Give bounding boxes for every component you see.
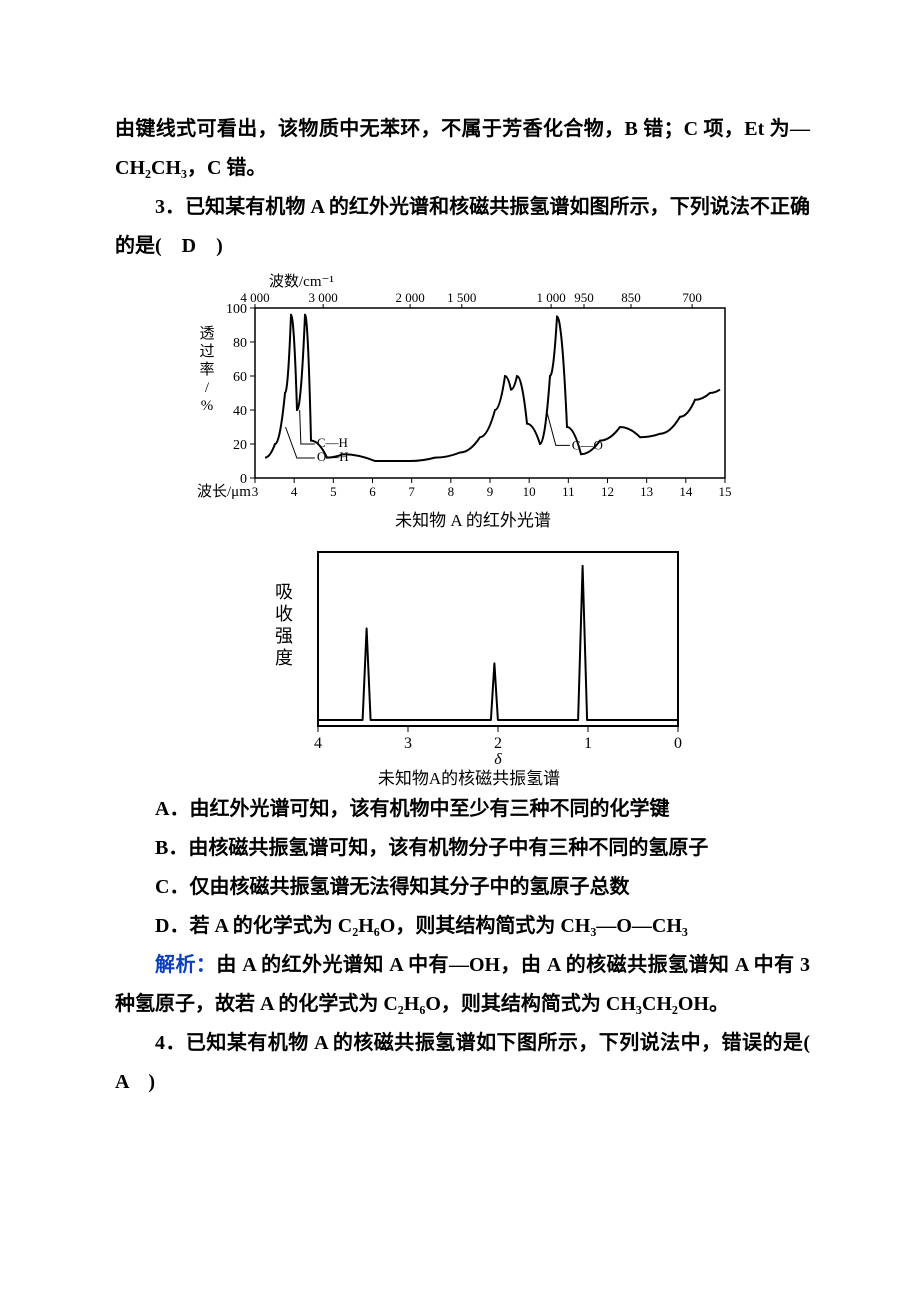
svg-text:1 500: 1 500 xyxy=(447,290,476,305)
svg-text:700: 700 xyxy=(682,290,702,305)
svg-text:过: 过 xyxy=(199,343,214,360)
svg-text:8: 8 xyxy=(447,484,454,499)
ir-spectrum-svg: 020406080100波数/cm⁻¹4 0003 0002 0001 5001… xyxy=(183,272,743,532)
svg-text:/: / xyxy=(204,380,209,396)
svg-text:14: 14 xyxy=(679,484,693,499)
svg-text:2 000: 2 000 xyxy=(395,290,424,305)
svg-text:1 000: 1 000 xyxy=(536,290,565,305)
q3-option-c: C．仅由核磁共振氢谱无法得知其分子中的氢原子总数 xyxy=(115,868,810,907)
q4-number: 4． xyxy=(155,1032,186,1054)
svg-text:40: 40 xyxy=(233,404,247,419)
q3-stem: 3．已知某有机物 A 的红外光谱和核磁共振氢谱如图所示，下列说法不正确的是( D… xyxy=(115,188,810,266)
svg-text:5: 5 xyxy=(330,484,337,499)
ir-spectrum-figure: 020406080100波数/cm⁻¹4 0003 0002 0001 5001… xyxy=(115,272,810,532)
svg-text:未知物 A 的红外光谱: 未知物 A 的红外光谱 xyxy=(395,511,551,530)
svg-text:4: 4 xyxy=(290,484,297,499)
svg-text:3 000: 3 000 xyxy=(308,290,337,305)
svg-text:13: 13 xyxy=(640,484,653,499)
svg-text:9: 9 xyxy=(486,484,493,499)
q3-number: 3． xyxy=(155,196,185,218)
svg-text:4: 4 xyxy=(314,735,322,752)
svg-text:0: 0 xyxy=(674,735,682,752)
explain-text: 由 A 的红外光谱知 A 中有—OH，由 A 的核磁共振氢谱知 A 中有 3 种… xyxy=(115,954,810,1015)
svg-text:C—H: C—H xyxy=(316,435,347,450)
nmr-spectrum-svg: 吸收强度 4 3 2 1 0 δ未知物A的核磁共振氢谱 xyxy=(228,538,698,788)
q3-explanation: 解析：由 A 的红外光谱知 A 中有—OH，由 A 的核磁共振氢谱知 A 中有 … xyxy=(115,946,810,1024)
svg-text:4 000: 4 000 xyxy=(240,290,269,305)
svg-text:6: 6 xyxy=(369,484,376,499)
explain-label: 解析： xyxy=(155,954,216,976)
svg-text:%: % xyxy=(200,398,213,414)
svg-text:O—H: O—H xyxy=(316,449,348,464)
svg-text:度: 度 xyxy=(275,648,293,668)
svg-text:11: 11 xyxy=(562,484,575,499)
q3-option-b: B．由核磁共振氢谱可知，该有机物分子中有三种不同的氢原子 xyxy=(115,829,810,868)
svg-text:强: 强 xyxy=(275,626,293,646)
svg-text:7: 7 xyxy=(408,484,415,499)
svg-text:3: 3 xyxy=(404,735,412,752)
carryover-paragraph: 由键线式可看出，该物质中无苯环，不属于芳香化合物，B 错；C 项，Et 为—CH… xyxy=(115,110,810,188)
svg-text:2: 2 xyxy=(494,735,502,752)
svg-text:未知物A的核磁共振氢谱: 未知物A的核磁共振氢谱 xyxy=(377,769,559,788)
svg-text:20: 20 xyxy=(233,438,247,453)
svg-text:透: 透 xyxy=(199,325,214,342)
svg-text:C—O: C—O xyxy=(571,437,602,452)
svg-text:吸: 吸 xyxy=(275,582,293,602)
svg-text:波长/μm: 波长/μm xyxy=(197,483,251,500)
svg-text:收: 收 xyxy=(275,604,293,624)
svg-text:3: 3 xyxy=(251,484,258,499)
svg-text:波数/cm⁻¹: 波数/cm⁻¹ xyxy=(269,273,334,290)
svg-text:率: 率 xyxy=(199,361,214,378)
q3-stem-text: 已知某有机物 A 的红外光谱和核磁共振氢谱如图所示，下列说法不正确的是( D ) xyxy=(115,196,810,257)
svg-text:δ: δ xyxy=(494,751,502,768)
nmr-spectrum-figure: 吸收强度 4 3 2 1 0 δ未知物A的核磁共振氢谱 xyxy=(115,538,810,788)
svg-text:1: 1 xyxy=(584,735,592,752)
svg-text:15: 15 xyxy=(718,484,731,499)
svg-text:850: 850 xyxy=(621,290,641,305)
svg-text:60: 60 xyxy=(233,370,247,385)
q3-option-a: A．由红外光谱可知，该有机物中至少有三种不同的化学键 xyxy=(115,790,810,829)
svg-text:12: 12 xyxy=(601,484,614,499)
svg-text:950: 950 xyxy=(574,290,594,305)
q3-option-d: D．若 A 的化学式为 C₂H₆O，则其结构简式为 CH₃—O—CH₃ xyxy=(115,907,810,946)
q4-stem: 4．已知某有机物 A 的核磁共振氢谱如下图所示，下列说法中，错误的是( A ) xyxy=(115,1024,810,1102)
svg-text:80: 80 xyxy=(233,336,247,351)
q4-stem-text: 已知某有机物 A 的核磁共振氢谱如下图所示，下列说法中，错误的是( A ) xyxy=(115,1032,830,1093)
svg-text:10: 10 xyxy=(522,484,535,499)
